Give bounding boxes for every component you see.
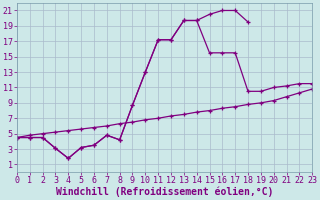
X-axis label: Windchill (Refroidissement éolien,°C): Windchill (Refroidissement éolien,°C) [56,187,273,197]
